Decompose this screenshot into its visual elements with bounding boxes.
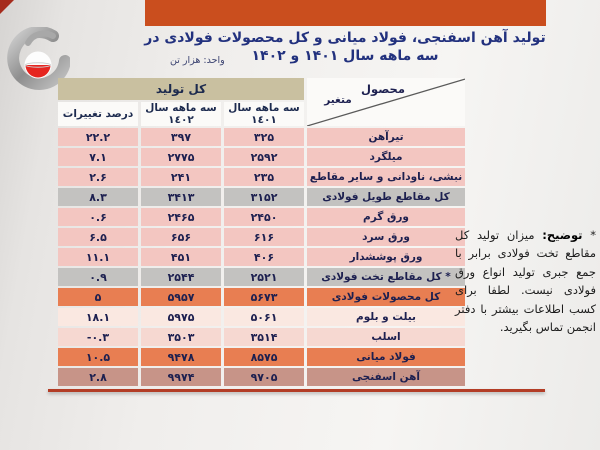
table-row: بیلت و بلوم ۵۰۶۱ ۵۹۷۵ ۱۸.۱ <box>58 308 465 326</box>
table-row: ورق گرم ۲۴۵۰ ۲۴۶۵ ۰.۶ <box>58 208 465 226</box>
group-header-total-production: کل تولید <box>58 78 304 100</box>
value-1402: ۲۷۷۵ <box>141 148 221 166</box>
value-1401: ۲۵۲۱ <box>224 268 304 286</box>
table-row-total: آهن اسفنجی ۹۷۰۵ ۹۹۷۴ ۲.۸ <box>58 368 465 386</box>
steel-association-logo-icon <box>7 27 70 91</box>
product-name: اسلب <box>307 328 465 346</box>
percent-change: ۲۲.۲ <box>58 128 138 146</box>
table-row: تیرآهن ۳۲۵ ۳۹۷ ۲۲.۲ <box>58 128 465 146</box>
value-1402: ۳۹۷ <box>141 128 221 146</box>
table-column-header-row: سه ماهه سال ١٤٠١ سه ماهه سال ١٤٠٢ درصد ت… <box>58 102 465 126</box>
percent-change: ۸.۳ <box>58 188 138 206</box>
footnote-label: توضیح: <box>542 228 583 242</box>
percent-change: ۰.۹ <box>58 268 138 286</box>
value-1402: ۵۹۷۵ <box>141 308 221 326</box>
value-1401: ۳۵۱۴ <box>224 328 304 346</box>
unit-label: واحد: هزار تن <box>170 55 225 66</box>
product-name: ورق پوششدار <box>307 248 465 266</box>
value-1401: ۳۱۵۲ <box>224 188 304 206</box>
column-header-1401: سه ماهه سال ١٤٠١ <box>224 102 304 126</box>
percent-change: ۷.۱ <box>58 148 138 166</box>
product-name: بیلت و بلوم <box>307 308 465 326</box>
percent-change: ۱۰.۵ <box>58 348 138 366</box>
column-header-1402: سه ماهه سال ١٤٠٢ <box>141 102 221 126</box>
value-1402: ۳۴۱۳ <box>141 188 221 206</box>
table-row-subtotal: * کل مقاطع تخت فولادی ۲۵۲۱ ۲۵۴۴ ۰.۹ <box>58 268 465 286</box>
column-header-percent-change: درصد تغییرات <box>58 102 138 126</box>
page-title: تولید آهن اسفنجی، فولاد میانی و کل محصول… <box>144 30 546 65</box>
footnote-text: * توضیح: میزان تولید کل مقاطع تخت فولادی… <box>455 226 596 336</box>
corner-variable-label: متغیر <box>324 94 352 106</box>
percent-change: ۱۱.۱ <box>58 248 138 266</box>
percent-change: ۱۸.۱ <box>58 308 138 326</box>
value-1401: ۵۰۶۱ <box>224 308 304 326</box>
percent-change: ۵ <box>58 288 138 306</box>
value-1402: ۹۴۷۸ <box>141 348 221 366</box>
product-name: میلگرد <box>307 148 465 166</box>
value-1401: ۲۴۵۰ <box>224 208 304 226</box>
table-row: اسلب ۳۵۱۴ ۳۵۰۳ -۰.۳ <box>58 328 465 346</box>
value-1401: ۵۶۷۳ <box>224 288 304 306</box>
value-1402: ۵۹۵۷ <box>141 288 221 306</box>
product-name: نبشی، ناودانی و سایر مقاطع <box>307 168 465 186</box>
percent-change: -۰.۳ <box>58 328 138 346</box>
table-bottom-rule <box>48 389 545 392</box>
percent-change: ۲.۶ <box>58 168 138 186</box>
production-table: محصول متغیر کل تولید سه ماهه سال ١٤٠١ سه… <box>55 76 468 388</box>
product-name: * کل مقاطع تخت فولادی <box>307 268 465 286</box>
product-name: ورق گرم <box>307 208 465 226</box>
value-1402: ۲۴۱ <box>141 168 221 186</box>
value-1402: ۶۵۶ <box>141 228 221 246</box>
diagonal-divider <box>307 78 465 126</box>
table-row: نبشی، ناودانی و سایر مقاطع ۲۳۵ ۲۴۱ ۲.۶ <box>58 168 465 186</box>
table-header-group-row: محصول متغیر کل تولید <box>58 78 465 126</box>
corner-accent-triangle <box>0 0 14 14</box>
footnote-marker: * <box>590 228 596 242</box>
corner-header-cell: محصول متغیر <box>307 78 465 126</box>
product-name: فولاد میانی <box>307 348 465 366</box>
value-1402: ۲۵۴۴ <box>141 268 221 286</box>
value-1402: ۲۴۶۵ <box>141 208 221 226</box>
top-orange-bar <box>145 0 546 26</box>
table-row-subtotal: کل مقاطع طویل فولادی ۳۱۵۲ ۳۴۱۳ ۸.۳ <box>58 188 465 206</box>
percent-change: ۶.۵ <box>58 228 138 246</box>
corner-product-label: محصول <box>361 82 405 96</box>
table-row-total: فولاد میانی ۸۵۷۵ ۹۴۷۸ ۱۰.۵ <box>58 348 465 366</box>
product-name: آهن اسفنجی <box>307 368 465 386</box>
table-row: ورق پوششدار ۴۰۶ ۴۵۱ ۱۱.۱ <box>58 248 465 266</box>
product-name: ورق سرد <box>307 228 465 246</box>
percent-change: ۰.۶ <box>58 208 138 226</box>
value-1402: ۹۹۷۴ <box>141 368 221 386</box>
table-row: میلگرد ۲۵۹۲ ۲۷۷۵ ۷.۱ <box>58 148 465 166</box>
value-1402: ۴۵۱ <box>141 248 221 266</box>
product-name: کل مقاطع طویل فولادی <box>307 188 465 206</box>
percent-change: ۲.۸ <box>58 368 138 386</box>
table-row-total: کل محصولات فولادی ۵۶۷۳ ۵۹۵۷ ۵ <box>58 288 465 306</box>
value-1402: ۳۵۰۳ <box>141 328 221 346</box>
value-1401: ۴۰۶ <box>224 248 304 266</box>
table-row: ورق سرد ۶۱۶ ۶۵۶ ۶.۵ <box>58 228 465 246</box>
value-1401: ۳۲۵ <box>224 128 304 146</box>
value-1401: ۲۵۹۲ <box>224 148 304 166</box>
value-1401: ۸۵۷۵ <box>224 348 304 366</box>
footnote-body: میزان تولید کل مقاطع تخت فولادی برابر با… <box>455 228 596 334</box>
value-1401: ۲۳۵ <box>224 168 304 186</box>
value-1401: ۶۱۶ <box>224 228 304 246</box>
value-1401: ۹۷۰۵ <box>224 368 304 386</box>
product-name: کل محصولات فولادی <box>307 288 465 306</box>
product-name: تیرآهن <box>307 128 465 146</box>
